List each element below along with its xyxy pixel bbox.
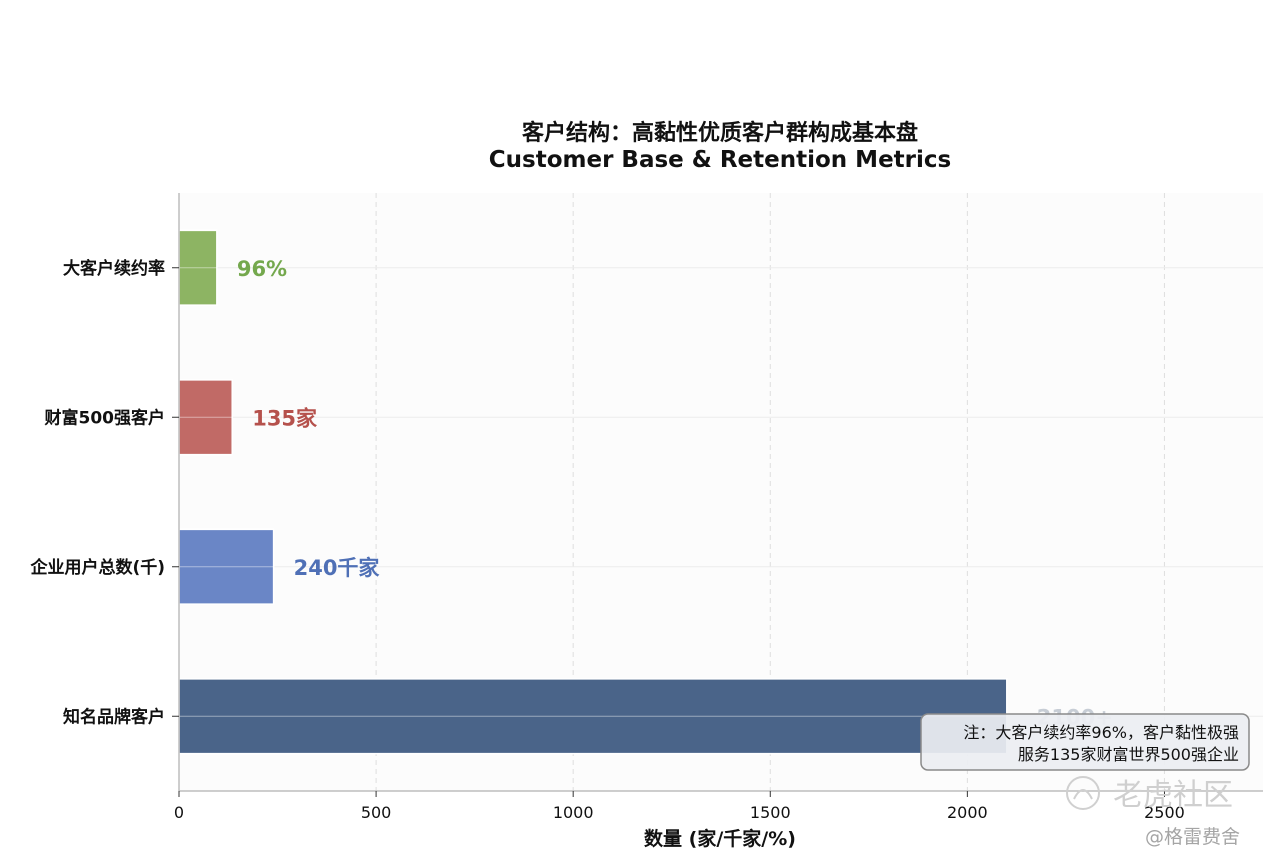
watermark-author: @格雷费舍: [1145, 826, 1240, 848]
annotation-line-2: 服务135家财富世界500强企业: [1018, 745, 1239, 764]
x-tick-label: 1500: [750, 803, 791, 822]
y-tick-labels: 知名品牌客户 企业用户总数(千) 财富500强客户 大客户续约率: [29, 258, 179, 727]
data-label: 135家: [252, 406, 318, 430]
annotation-box: 注：大客户续约率96%，客户黏性极强 服务135家财富世界500强企业: [920, 713, 1250, 771]
x-tick-label: 2000: [947, 803, 988, 822]
bars: [178, 229, 1008, 755]
annotation-frame: [920, 713, 1250, 771]
x-tick-label: 2500: [1144, 803, 1185, 822]
annotation-line-1: 注：大客户续约率96%，客户黏性极强: [963, 723, 1239, 742]
y-tick-label: 企业用户总数(千): [29, 557, 165, 578]
x-tick-label: 1000: [553, 803, 594, 822]
y-tick-label: 大客户续约率: [63, 258, 165, 279]
watermark-tiger-community: 老虎社区: [1066, 776, 1233, 813]
chart-title: 客户结构：高黏性优质客户群构成基本盘: [522, 120, 918, 146]
y-tick-label: 知名品牌客户: [62, 706, 165, 727]
watermark-text: 老虎社区: [1113, 778, 1233, 813]
bar: [178, 229, 218, 306]
x-axis-label: 数量 (家/千家/%): [644, 827, 796, 850]
bar: [178, 528, 275, 605]
bar-midlines: [179, 267, 1007, 717]
tiger-logo-icon: [1066, 776, 1100, 810]
x-tick-label: 500: [361, 803, 392, 822]
x-tick-label: 0: [174, 803, 184, 822]
y-tick-label: 财富500强客户: [44, 407, 166, 428]
bar: [178, 678, 1008, 755]
bar: [178, 379, 233, 456]
chart-subtitle: Customer Base & Retention Metrics: [489, 147, 951, 173]
tiger-logo-stroke: [1073, 789, 1093, 800]
x-tick-labels: 0 500 1000 1500 2000 2500: [174, 791, 1185, 822]
data-label: 96%: [237, 257, 287, 281]
data-label: 240千家: [294, 556, 381, 580]
